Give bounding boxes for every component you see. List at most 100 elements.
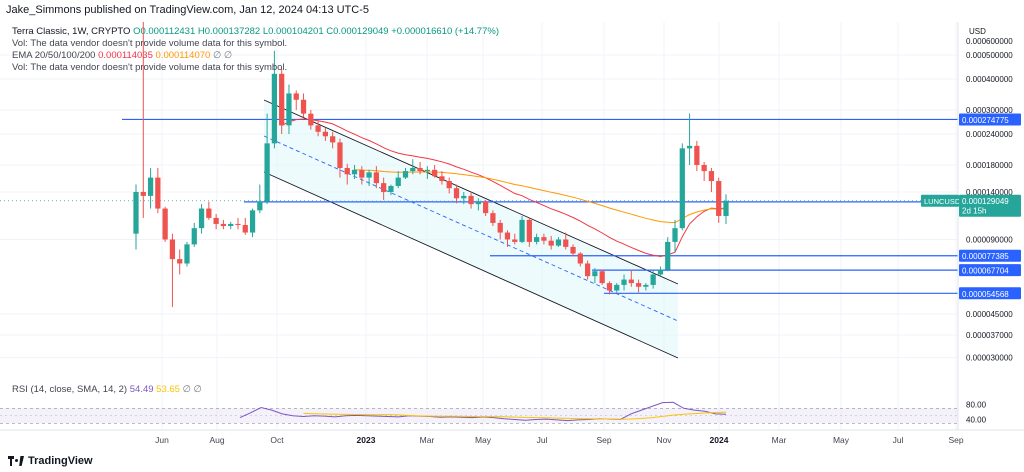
candle-body [483, 201, 489, 214]
candle-body [177, 259, 183, 264]
candle-body [592, 271, 598, 277]
rsi-legend: RSI (14, close, SMA, 14, 2) 54.49 53.65 … [12, 384, 202, 395]
axes: Jun Aug Oct 2023 Mar May Jul Sep Nov 2024 Mar May Ju… [0, 22, 1024, 445]
x-tick-label: Sep [948, 435, 963, 445]
ema-lines [281, 118, 727, 258]
candle-body [461, 195, 467, 199]
volume-legend-2: Vol: The data vendor doesn't provide vol… [12, 62, 287, 73]
candle-body [206, 208, 212, 218]
candle-body [665, 241, 671, 270]
ema-value-1: 0.000114035 [98, 50, 153, 61]
rsi-scale-label: 80.00 [966, 401, 987, 410]
candle-body [723, 200, 729, 216]
candle-body [526, 219, 532, 242]
publisher-bar: Jake_Simmons published on TradingView.co… [0, 0, 1024, 22]
tradingview-logo-icon [8, 456, 24, 466]
rsi-sma-value: 53.65 [156, 384, 180, 395]
candle-body [672, 228, 678, 242]
candle-body [169, 239, 176, 260]
candle-body [140, 191, 146, 196]
ema-fast-line [281, 118, 727, 258]
level-label-bg [959, 264, 1021, 277]
candle-body [635, 283, 642, 287]
candle-body [519, 219, 525, 242]
candle-body [694, 145, 700, 165]
y-tick-label: 0.000400000 [966, 75, 1013, 84]
candle-body [242, 224, 248, 233]
candles [133, 22, 729, 308]
currency-label: USD [969, 27, 986, 36]
y-tick-label: 0.000140000 [966, 188, 1013, 197]
candle-body [686, 145, 693, 149]
candle-body [344, 167, 350, 175]
published-text: Jake_Simmons published on TradingView.co… [6, 4, 370, 16]
candle-body [504, 232, 511, 240]
x-tick-label: Jun [155, 435, 169, 445]
candle-body [322, 131, 329, 137]
volume-message-2: Vol: The data vendor doesn't provide vol… [12, 62, 288, 73]
candle-body [584, 263, 591, 277]
candle-body [286, 93, 292, 126]
ema-visibility-icons[interactable]: ∅ ∅ [212, 50, 233, 61]
x-tick-label: Jul [893, 435, 904, 445]
chart-container[interactable]: Jun Aug Oct 2023 Mar May Jul Sep Nov 2024 Mar May Ju… [0, 22, 1024, 452]
x-tick-label: Sep [596, 435, 611, 445]
ema-label: EMA 20/50/100/200 [12, 50, 96, 61]
candle-body [213, 217, 219, 224]
ema-legend: EMA 20/50/100/200 0.000114035 0.00011407… [12, 50, 232, 61]
rsi-pane [0, 401, 958, 424]
descending-channel [263, 99, 679, 359]
candle-body [614, 284, 620, 291]
rsi-value: 54.49 [129, 384, 154, 395]
y-tick-label: 0.000240000 [966, 130, 1013, 139]
channel-fill [264, 100, 678, 358]
y-tick-label: 0.000300000 [966, 106, 1013, 115]
candle-body [257, 201, 263, 211]
candle-body [249, 210, 256, 233]
candle-body [446, 181, 452, 189]
price-chart[interactable]: Jun Aug Oct 2023 Mar May Jul Sep Nov 2024 Mar May Ju… [0, 22, 1024, 452]
y-tick-label: 0.000090000 [966, 235, 1013, 244]
bar-countdown: 2d 15h [962, 207, 986, 216]
candle-body [147, 177, 154, 196]
level-label: 0.000054568 [962, 290, 1009, 299]
ohlc-values: O0.000112431 H0.000137282 L0.000104201 C… [133, 26, 499, 37]
volume-message-1: Vol: The data vendor doesn't provide vol… [12, 38, 288, 49]
x-tick-label: Nov [656, 435, 672, 445]
y-tick-label: 0.000180000 [966, 161, 1013, 170]
candle-body [679, 148, 685, 229]
current-price-value: 0.000129049 [962, 197, 1009, 206]
y-tick-label-partial: 0.000600000 [966, 37, 1013, 46]
x-tick-label: Oct [270, 435, 284, 445]
candle-body [599, 271, 605, 284]
candle-body [453, 188, 460, 199]
candle-body [235, 223, 241, 225]
rsi-visibility-icons[interactable]: ∅ ∅ [182, 384, 202, 395]
ema-value-2: 0.000114070 [155, 50, 211, 61]
symbol-name: Terra Classic, 1W, CRYPTO [12, 26, 131, 37]
candle-body [555, 239, 562, 246]
candle-body [388, 185, 394, 192]
candle-body [497, 222, 503, 233]
symbol-tag-bg [921, 194, 959, 207]
candle-body [475, 201, 481, 205]
candle-body [308, 113, 314, 126]
volume-legend-1: Vol: The data vendor doesn't provide vol… [12, 38, 287, 49]
symbol-tag: LUNCUSD [924, 197, 961, 206]
x-tick-label: 2024 [710, 435, 729, 445]
candle-body [315, 125, 321, 132]
candle-body [330, 136, 336, 143]
candle-body [184, 244, 190, 264]
current-price-bg [959, 194, 1021, 217]
candle-body [271, 73, 278, 144]
grid [0, 22, 958, 430]
candle-body [162, 208, 168, 240]
candle-body [570, 246, 576, 254]
candle-body [512, 239, 518, 242]
ema-slow-line [354, 169, 727, 224]
candle-body [220, 223, 227, 227]
y-tick-label: 0.000030000 [966, 354, 1013, 363]
level-label: 0.000077385 [962, 252, 1009, 261]
candle-body [533, 237, 540, 242]
tradingview-logo[interactable]: TradingView [8, 455, 93, 467]
